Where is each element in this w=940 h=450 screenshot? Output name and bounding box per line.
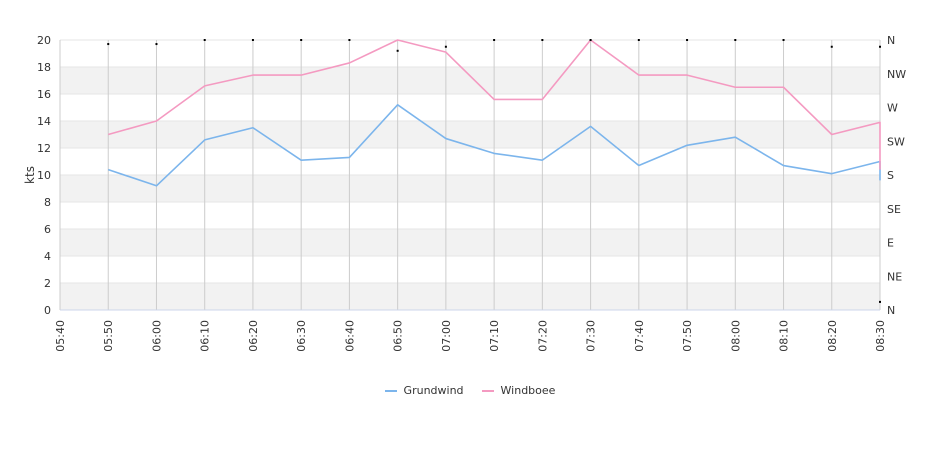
x-tick-label: 07:50	[681, 320, 694, 352]
y2-tick-label: S	[887, 169, 894, 182]
x-tick-label: 07:00	[440, 320, 453, 352]
x-tick-label: 06:50	[392, 320, 405, 352]
grid-band	[60, 67, 880, 94]
direction-marker	[348, 39, 351, 41]
y-tick-label: 18	[37, 61, 51, 74]
x-tick-label: 08:20	[826, 320, 839, 352]
y-tick-label: 14	[37, 115, 51, 128]
y-tick-label: 0	[44, 304, 51, 317]
legend-swatch-grundwind	[384, 389, 397, 392]
grid-band	[60, 121, 880, 148]
direction-marker	[396, 49, 399, 52]
y2-tick-label: E	[887, 237, 894, 250]
x-tick-label: 08:10	[778, 320, 791, 352]
direction-marker	[782, 39, 785, 41]
series-line-grundwind	[107, 104, 881, 187]
y2-tick-label: NW	[887, 68, 906, 81]
legend-item-windboee[interactable]: Windboee	[481, 384, 556, 397]
y-tick-label: 6	[44, 223, 51, 236]
direction-marker	[686, 39, 689, 41]
grid-band	[60, 283, 880, 310]
direction-marker	[493, 39, 496, 41]
direction-marker	[879, 45, 881, 48]
y2-tick-label: N	[887, 304, 895, 317]
x-tick-label: 06:10	[199, 320, 212, 352]
x-tick-label: 05:40	[54, 320, 67, 352]
direction-marker	[444, 45, 447, 48]
x-tick-label: 05:50	[102, 320, 115, 352]
x-tick-label: 06:40	[343, 320, 356, 352]
y-axis-title: kts	[23, 166, 37, 184]
x-tick-label: 08:30	[874, 320, 887, 352]
legend-item-grundwind[interactable]: Grundwind	[384, 384, 464, 397]
direction-marker	[251, 39, 254, 41]
x-tick-label: 08:00	[729, 320, 742, 352]
y-tick-label: 8	[44, 196, 51, 209]
y2-tick-label: SE	[887, 203, 901, 216]
x-tick-label: 07:20	[536, 320, 549, 352]
direction-marker	[637, 39, 640, 41]
direction-marker	[830, 45, 833, 48]
x-tick-label: 07:40	[633, 320, 646, 352]
y2-tick-label: SW	[887, 135, 905, 148]
x-tick-label: 06:20	[247, 320, 260, 352]
direction-marker	[734, 39, 737, 41]
legend-swatch-windboee	[481, 389, 494, 392]
direction-marker	[541, 39, 544, 41]
y-tick-label: 12	[37, 142, 51, 155]
direction-marker	[155, 43, 158, 46]
legend-label-grundwind: Grundwind	[403, 384, 464, 397]
y-tick-label: 2	[44, 277, 51, 290]
grid-band	[60, 175, 880, 202]
y2-tick-label: W	[887, 102, 898, 115]
direction-marker	[300, 39, 303, 41]
y2-tick-label: N	[887, 34, 895, 47]
x-tick-label: 06:30	[295, 320, 308, 352]
direction-marker	[879, 300, 881, 303]
direction-marker	[203, 39, 206, 41]
x-tick-label: 07:30	[585, 320, 598, 352]
y-tick-label: 4	[44, 250, 51, 263]
direction-marker	[107, 43, 110, 46]
direction-marker	[589, 39, 592, 41]
y-tick-label: 10	[37, 169, 51, 182]
y2-tick-label: NE	[887, 270, 902, 283]
y-tick-label: 20	[37, 34, 51, 47]
grid-band	[60, 229, 880, 256]
chart-legend: Grundwind Windboee	[0, 384, 940, 397]
legend-label-windboee: Windboee	[500, 384, 556, 397]
y-tick-label: 16	[37, 88, 51, 101]
series-line-windboee	[108, 39, 881, 170]
x-tick-label: 07:10	[488, 320, 501, 352]
x-tick-label: 06:00	[150, 320, 163, 352]
